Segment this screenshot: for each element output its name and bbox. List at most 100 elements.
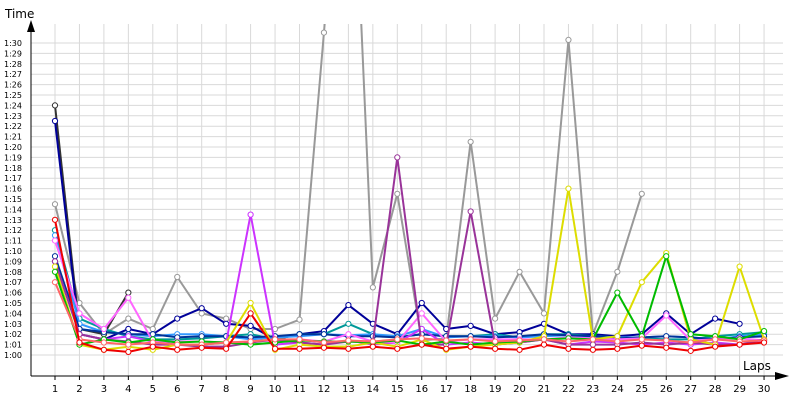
x-tick-label: 11	[293, 384, 306, 395]
data-point	[223, 345, 230, 352]
data-point	[736, 320, 743, 327]
y-tick-label: 1:22	[4, 122, 22, 131]
y-tick-label: 1:04	[4, 309, 22, 318]
data-point	[149, 331, 156, 338]
data-point	[394, 345, 401, 352]
data-point	[51, 279, 59, 286]
x-tick-label: 12	[318, 384, 331, 395]
data-point	[345, 301, 352, 309]
data-point	[296, 345, 303, 352]
data-point	[174, 315, 181, 322]
data-point	[638, 279, 645, 286]
data-point	[369, 338, 376, 345]
data-point	[565, 185, 572, 192]
data-point	[320, 331, 328, 338]
y-tick-label: 1:13	[4, 216, 22, 225]
x-tick-label: 24	[611, 384, 624, 395]
data-point	[51, 102, 59, 109]
data-point	[663, 253, 670, 260]
data-point	[663, 344, 670, 351]
data-point	[271, 336, 279, 343]
data-point	[247, 338, 254, 345]
x-tick-label: 9	[247, 384, 253, 395]
y-tick-label: 1:00	[4, 351, 22, 360]
data-point	[565, 345, 572, 352]
data-point	[345, 320, 352, 327]
data-point	[76, 310, 83, 317]
data-point	[760, 339, 768, 346]
data-point	[638, 342, 645, 349]
data-point	[198, 333, 205, 340]
x-tick-labels: 1 2 3 4 5 6 7 8 9 10 11 12 13 14 15 16 17 18 19 20 21 22 23 24 2…	[52, 376, 771, 395]
data-point	[296, 336, 303, 343]
y-tick-label: 1:01	[4, 341, 22, 350]
data-point	[198, 310, 205, 317]
y-tick-label: 1:08	[4, 268, 22, 277]
x-tick-label: 19	[489, 384, 502, 395]
x-tick-label: 20	[513, 384, 526, 395]
data-point	[418, 335, 425, 342]
data-point	[492, 345, 499, 352]
data-point	[125, 289, 132, 296]
data-point	[296, 316, 303, 323]
data-point	[100, 339, 108, 346]
x-tick-label: 10	[269, 384, 282, 395]
x-tick-label: 6	[174, 384, 180, 395]
x-tick-label: 8	[223, 384, 229, 395]
y-axis-title: Time	[4, 7, 34, 21]
y-tick-label: 1:05	[4, 299, 22, 308]
data-point	[125, 348, 132, 355]
y-tick-label: 1:30	[4, 39, 22, 48]
y-tick-label: 1:26	[4, 81, 22, 90]
data-point	[467, 138, 474, 145]
y-tick-label: 1:25	[4, 91, 22, 100]
y-tick-label: 1:09	[4, 257, 22, 266]
y-tick-label: 1:07	[4, 278, 22, 287]
data-point	[51, 258, 59, 265]
data-point	[614, 268, 621, 275]
data-point	[394, 190, 401, 197]
data-point	[760, 327, 768, 335]
data-point	[174, 346, 181, 353]
series-12	[51, 279, 768, 348]
y-tick-label: 1:20	[4, 143, 22, 152]
x-tick-label: 30	[758, 384, 771, 395]
y-tick-label: 1:17	[4, 174, 22, 183]
x-tick-label: 16	[415, 384, 428, 395]
data-point	[223, 320, 230, 327]
data-point	[247, 211, 254, 218]
data-point	[540, 310, 548, 317]
x-tick-label: 29	[733, 384, 746, 395]
x-tick-label: 15	[391, 384, 404, 395]
y-tick-label: 1:19	[4, 153, 22, 162]
data-point	[100, 346, 108, 353]
x-tick-label: 23	[587, 384, 600, 395]
y-tick-label: 1:28	[4, 60, 22, 69]
data-point	[687, 331, 694, 338]
data-point	[320, 339, 328, 346]
x-tick-label: 5	[150, 384, 156, 395]
data-point	[467, 208, 474, 215]
data-point	[174, 341, 181, 348]
y-tick-label: 1:02	[4, 330, 22, 339]
data-point	[76, 339, 83, 346]
data-point	[51, 117, 59, 125]
x-tick-label: 27	[684, 384, 697, 395]
data-point	[125, 341, 132, 348]
x-tick-label: 14	[366, 384, 379, 395]
data-point	[540, 341, 548, 348]
y-tick-label: 1:27	[4, 70, 22, 79]
x-tick-label: 25	[635, 384, 648, 395]
series-line	[54, 213, 765, 346]
data-point	[712, 315, 719, 322]
y-tick-label: 1:06	[4, 289, 22, 298]
data-point	[736, 263, 743, 270]
data-point	[51, 201, 59, 208]
x-tick-label: 21	[538, 384, 551, 395]
data-point	[394, 336, 401, 343]
data-point	[712, 336, 719, 343]
data-point	[589, 336, 597, 343]
y-tick-label: 1:21	[4, 133, 22, 142]
data-point	[516, 346, 523, 353]
